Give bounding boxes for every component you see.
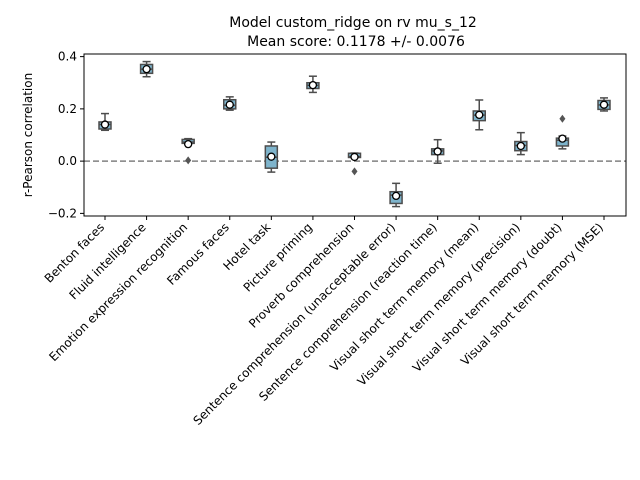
box-1-mean-marker xyxy=(100,120,110,129)
x-tick-label-2: Fluid intelligence xyxy=(67,220,149,302)
y-axis-label: r-Pearson correlation xyxy=(21,73,35,197)
box-12-flier-1 xyxy=(559,114,566,123)
box-7-mean-marker xyxy=(350,152,359,162)
box-3-mean-marker xyxy=(184,139,193,149)
box-3-flier-1 xyxy=(185,156,192,165)
box-4-mean-marker xyxy=(225,100,234,109)
box-13-mean-marker xyxy=(599,100,609,109)
box-11-mean-marker xyxy=(516,141,525,151)
box-6-mean-marker xyxy=(308,80,318,90)
box-8-mean-marker xyxy=(391,191,401,201)
y-tick-label-2: 0.0 xyxy=(58,154,77,168)
chart-subtitle: Mean score: 0.1178 +/- 0.0076 xyxy=(247,34,465,50)
axes-frame xyxy=(83,53,627,217)
box-2-mean-marker xyxy=(142,65,151,74)
box-5-mean-marker xyxy=(267,152,276,161)
box-9-mean-marker xyxy=(433,147,442,156)
y-tick-label-3: 0.2 xyxy=(58,102,77,116)
box-7-flier-1 xyxy=(351,167,358,176)
box-12-mean-marker xyxy=(558,134,567,143)
x-tick-label-12: Visual short term memory (doubt) xyxy=(410,220,565,375)
y-tick-label-4: 0.4 xyxy=(58,50,77,64)
y-tick-label-1: −0.2 xyxy=(48,206,77,220)
chart-title: Model custom_ridge on rv mu_s_12 xyxy=(229,15,477,31)
x-tick-label-10: Visual short term memory (mean) xyxy=(327,220,481,374)
box-10-mean-marker xyxy=(475,110,484,120)
